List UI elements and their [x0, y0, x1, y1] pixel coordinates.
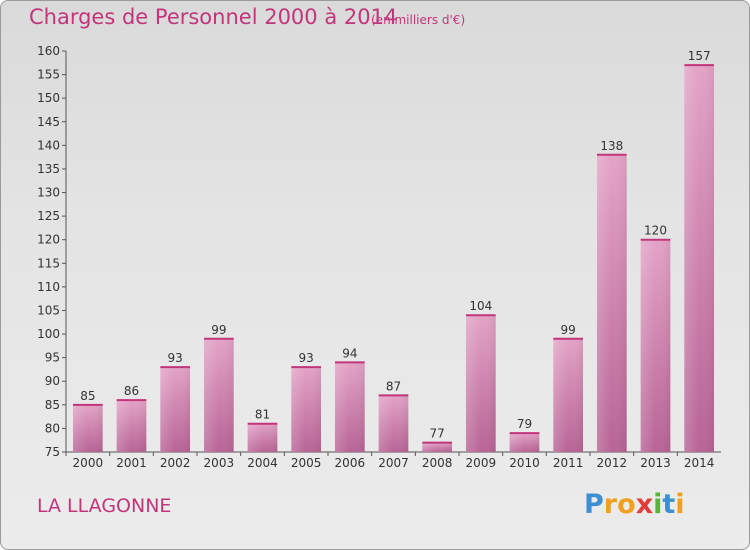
y-tick-label: 75 [45, 445, 60, 459]
x-tick-label: 2009 [466, 456, 497, 470]
bar-shine [160, 367, 191, 452]
data-label: 157 [688, 49, 711, 63]
y-tick-label: 80 [45, 421, 60, 435]
y-tick-label: 125 [37, 209, 60, 223]
data-label: 77 [430, 427, 445, 441]
bar-shine [72, 404, 103, 452]
y-tick-label: 115 [37, 256, 60, 270]
data-label: 120 [644, 224, 667, 238]
logo-letter: o [617, 489, 636, 520]
bar-shine [291, 367, 322, 452]
y-tick-label: 85 [45, 398, 60, 412]
y-tick-label: 135 [37, 162, 60, 176]
bar-shine [509, 433, 540, 452]
x-tick-label: 2003 [204, 456, 235, 470]
x-tick-label: 2005 [291, 456, 322, 470]
data-label: 104 [469, 299, 492, 313]
y-tick-label: 95 [45, 351, 60, 365]
y-tick-label: 100 [37, 327, 60, 341]
logo-letter: r [603, 489, 618, 520]
chart-subtitle: (en milliers d'€) [371, 13, 466, 27]
x-tick-label: 2010 [509, 456, 540, 470]
commune-name: LA LLAGONNE [37, 495, 172, 517]
bar-shine [465, 315, 496, 452]
x-tick-label: 2008 [422, 456, 453, 470]
chart-title: Charges de Personnel 2000 à 2014 [29, 5, 398, 29]
bar-shine [684, 65, 715, 452]
y-tick-label: 120 [37, 233, 60, 247]
x-tick-label: 2000 [73, 456, 104, 470]
y-tick-label: 140 [37, 138, 60, 152]
data-label: 87 [386, 379, 401, 393]
x-tick-label: 2007 [378, 456, 409, 470]
y-tick-label: 110 [37, 280, 60, 294]
x-tick-label: 2011 [553, 456, 584, 470]
x-tick-label: 2004 [247, 456, 278, 470]
bar-shine [422, 442, 453, 452]
y-tick-label: 160 [37, 44, 60, 58]
logo-letter: i [653, 489, 663, 520]
bar-shine [553, 338, 584, 452]
y-tick-label: 155 [37, 68, 60, 82]
logo-letter: t [662, 489, 676, 520]
y-tick-label: 105 [37, 303, 60, 317]
y-tick-label: 130 [37, 186, 60, 200]
data-label: 99 [211, 323, 226, 337]
data-label: 138 [600, 139, 623, 153]
logo-letter: P [584, 489, 604, 520]
data-label: 79 [517, 417, 532, 431]
y-tick-label: 90 [45, 374, 60, 388]
bar-shine [247, 423, 278, 452]
x-tick-label: 2012 [597, 456, 628, 470]
data-label: 86 [124, 384, 139, 398]
bar-shine [640, 239, 671, 452]
data-label: 99 [561, 323, 576, 337]
data-label: 94 [342, 346, 357, 360]
logo-letter: x [635, 489, 654, 520]
bar-shine [203, 338, 234, 452]
x-tick-label: 2006 [335, 456, 366, 470]
data-label: 85 [80, 389, 95, 403]
x-tick-label: 2014 [684, 456, 715, 470]
bar-shine [116, 400, 147, 452]
proxiti-logo: Proxiti [584, 489, 685, 520]
data-label: 93 [168, 351, 183, 365]
y-tick-label: 150 [37, 91, 60, 105]
data-label: 93 [299, 351, 314, 365]
bar-shine [378, 395, 409, 452]
x-tick-label: 2001 [116, 456, 147, 470]
logo-letter: i [675, 489, 685, 520]
data-label: 81 [255, 408, 270, 422]
x-tick-label: 2002 [160, 456, 191, 470]
bar-shine [334, 362, 365, 452]
x-tick-label: 2013 [640, 456, 671, 470]
y-tick-label: 145 [37, 115, 60, 129]
bar-shine [596, 154, 627, 452]
